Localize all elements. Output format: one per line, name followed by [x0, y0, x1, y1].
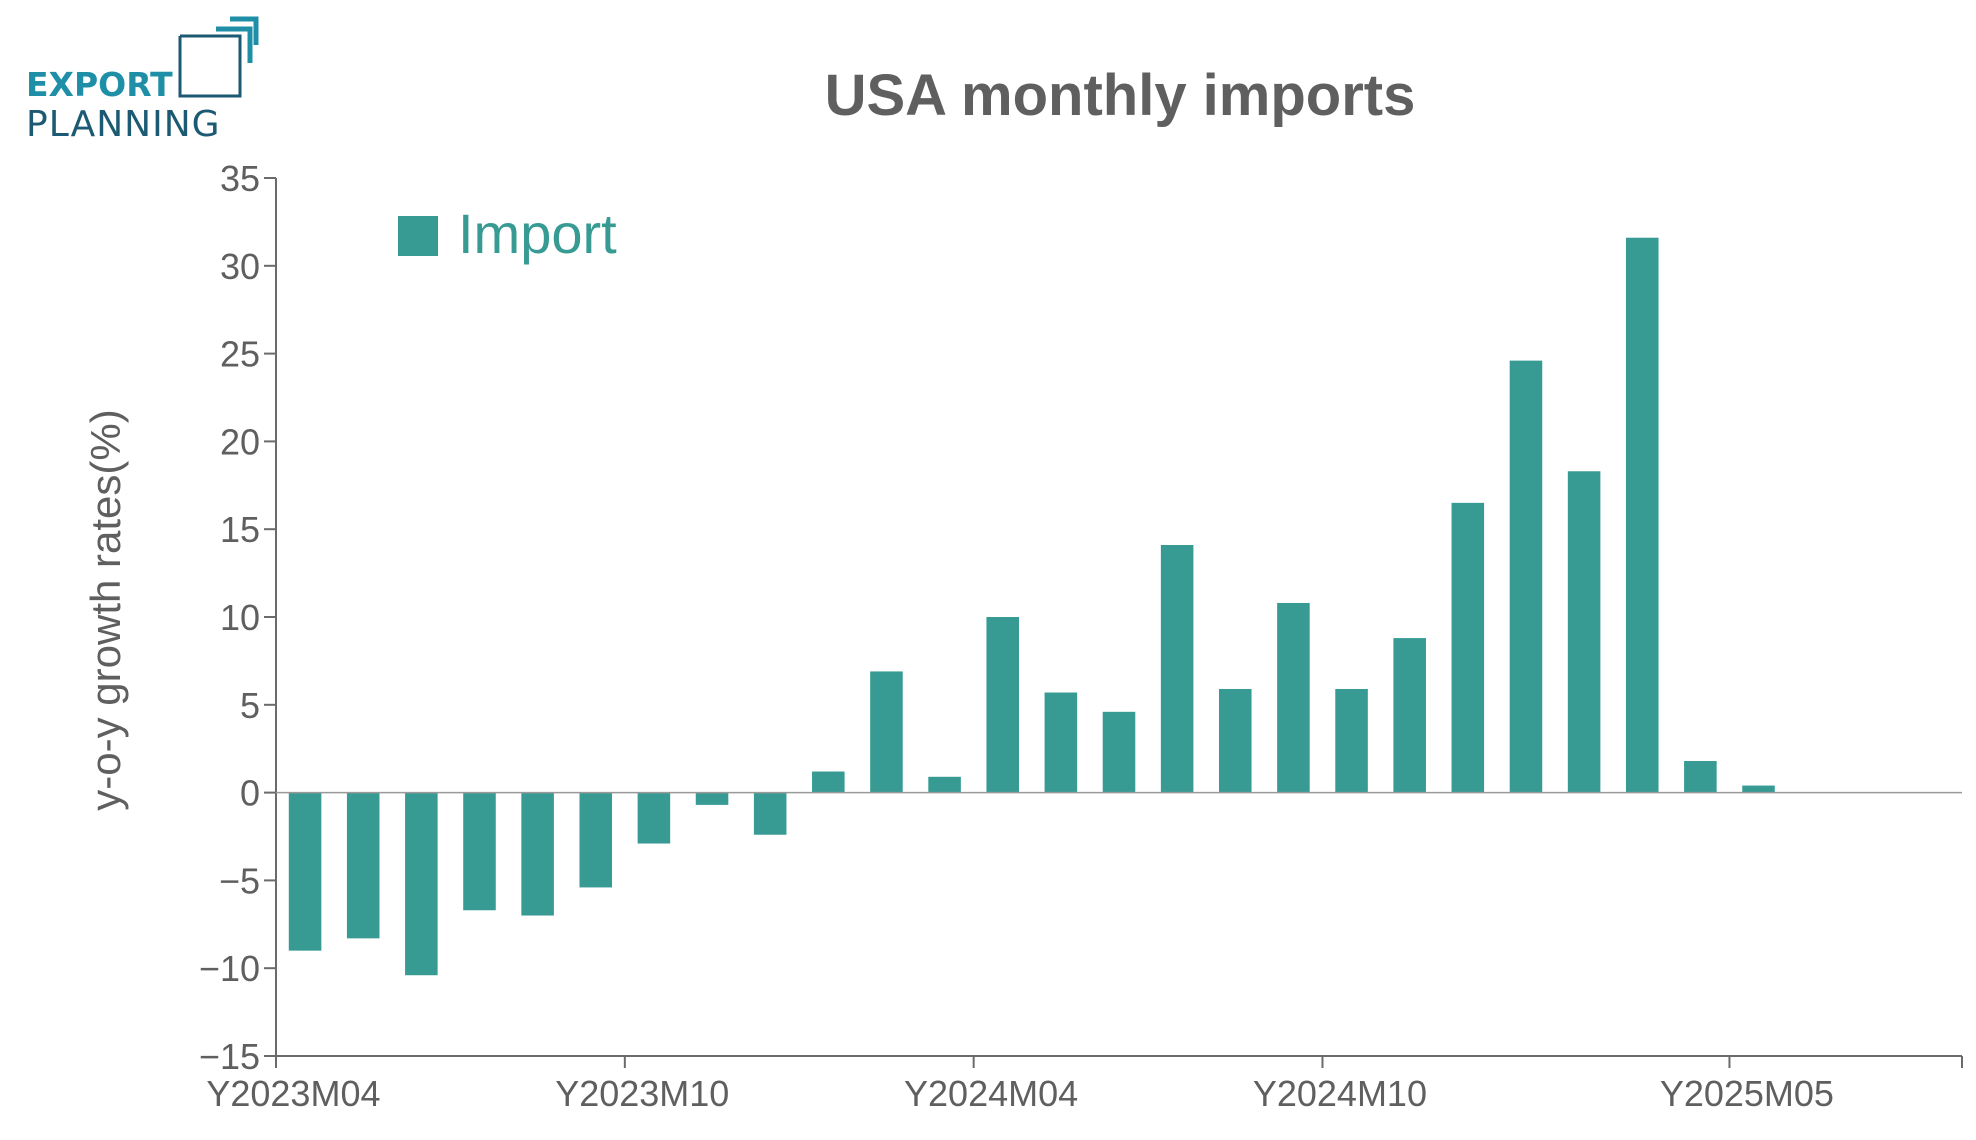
bar: [521, 792, 554, 916]
bar: [1044, 692, 1078, 793]
y-axis-label: y-o-y growth rates(%): [82, 409, 129, 810]
bar: [695, 792, 729, 805]
y-tick-label: 30: [220, 246, 260, 287]
bar: [1102, 711, 1136, 793]
bar: [928, 776, 961, 793]
bar: [1335, 688, 1368, 793]
logo-line2: PLANNING: [26, 104, 221, 145]
bar: [1567, 471, 1601, 793]
logo-line1: EXPORT: [26, 65, 173, 104]
y-tick-label: 35: [220, 158, 260, 199]
bar: [579, 792, 613, 888]
bar: [1684, 760, 1717, 793]
legend-label: Import: [458, 202, 617, 265]
bar: [1393, 638, 1426, 793]
x-tick-label: Y2023M10: [555, 1073, 729, 1114]
bar: [870, 671, 903, 793]
y-tick-label: 15: [220, 509, 260, 550]
bar: [637, 792, 671, 844]
x-tick-label: Y2023M04: [206, 1073, 380, 1114]
bar: [346, 792, 380, 939]
bar: [1625, 237, 1659, 793]
bar: [986, 617, 1020, 793]
bar: [812, 771, 845, 793]
bar: [1509, 360, 1543, 793]
bar: [1218, 688, 1252, 793]
y-tick-label: 20: [220, 421, 260, 462]
y-tick-label: −5: [219, 860, 260, 901]
bar: [405, 792, 438, 976]
x-axis: Y2023M04 Y2023M10 Y2024M04 Y2024M10 Y2025M05: [206, 1055, 1963, 1114]
bar: [463, 792, 496, 911]
y-tick-label: 25: [220, 334, 260, 375]
bar: [1451, 502, 1485, 793]
y-tick-label: 5: [240, 685, 260, 726]
y-tick-label: 0: [240, 773, 260, 814]
bar: [753, 792, 787, 835]
y-tick-label: 10: [220, 597, 260, 638]
y-tick-label: −15: [199, 1036, 260, 1077]
x-tick-label: Y2024M10: [1253, 1073, 1427, 1114]
chart-title: USA monthly imports: [825, 63, 1416, 128]
logo-mark-icon: [178, 16, 259, 98]
logo: EXPORT PLANNING: [26, 16, 259, 145]
bar: [1160, 545, 1194, 793]
x-tick-label: Y2024M04: [904, 1073, 1078, 1114]
x-tick-label: Y2025M05: [1660, 1073, 1834, 1114]
bars: [288, 237, 1775, 976]
y-tick-label: −10: [199, 948, 260, 989]
y-axis: −15 −10 −5 0 5 10 15 20 25 30 35: [199, 158, 277, 1077]
bar: [1742, 785, 1775, 793]
bar: [1277, 602, 1310, 793]
legend-swatch: [398, 216, 438, 256]
legend: Import: [398, 202, 617, 265]
bar: [288, 792, 322, 951]
